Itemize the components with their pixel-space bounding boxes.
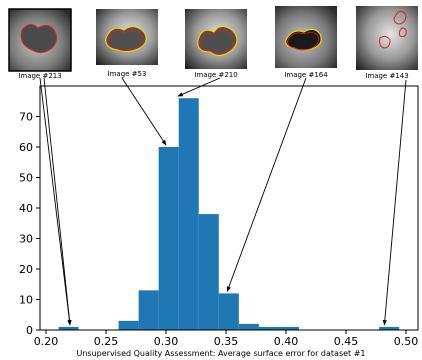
histogram-bar: [178, 98, 199, 330]
x-tick-label: 0.20: [34, 335, 59, 348]
thumbnail-image-164: Image #164: [275, 6, 337, 79]
thumbnail-arrow: [177, 77, 221, 97]
y-tick-label: 20: [19, 263, 33, 276]
y-tick-label: 60: [19, 141, 33, 154]
thumbnail-arrow: [43, 77, 72, 326]
thumbnail-arrow: [121, 77, 167, 146]
histogram-bar: [258, 326, 279, 330]
x-tick-label: 0.40: [274, 335, 299, 348]
y-tick-label: 40: [19, 202, 33, 215]
histogram-bar: [218, 293, 239, 330]
histogram-bar: [58, 326, 79, 330]
thumbnail-label: Image #53: [108, 70, 147, 78]
thumbnail-label: Image #210: [194, 71, 237, 79]
axes: 0.20 0.25 0.30 0.35 0.40 0.45 0.50 0 10 20 30 40 50 6…: [19, 85, 419, 348]
x-tick-label: 0.35: [214, 335, 239, 348]
histogram-bar: [198, 214, 219, 330]
thumbnail-image-143: Image #143: [356, 6, 418, 80]
thumbnail-label: Image #143: [365, 72, 408, 80]
y-tick-label: 10: [19, 294, 33, 307]
thumbnail-image-53: Image #53: [96, 9, 158, 78]
thumbnail-image-213: Image #213: [8, 8, 72, 80]
histogram-bar: [118, 320, 139, 330]
thumbnail-arrow: [39, 77, 72, 326]
thumbnail-label: Image #164: [284, 71, 328, 79]
histogram-bars: [58, 98, 400, 330]
thumbnail-image-210: Image #210: [185, 9, 247, 79]
thumbnail-label: Image #213: [18, 72, 61, 80]
histogram-bar: [238, 323, 259, 330]
thumbnail-arrow: [382, 79, 407, 326]
x-tick-label: 0.25: [94, 335, 119, 348]
thumbnail-arrows: [39, 77, 407, 326]
x-axis-label: Unsupervised Quality Assessment: Average…: [76, 349, 365, 358]
thumbnail-arrow: [226, 77, 307, 292]
histogram-bar: [138, 290, 159, 330]
y-tick-label: 0: [26, 324, 33, 337]
x-tick-label: 0.30: [154, 335, 179, 348]
y-tick-label: 50: [19, 172, 33, 185]
x-tick-label: 0.50: [394, 335, 419, 348]
x-tick-label: 0.45: [334, 335, 359, 348]
histogram-bar: [158, 147, 179, 330]
y-tick-label: 70: [19, 111, 33, 124]
y-tick-label: 30: [19, 233, 33, 246]
histogram-bar: [379, 326, 400, 330]
histogram-bar: [278, 326, 299, 330]
